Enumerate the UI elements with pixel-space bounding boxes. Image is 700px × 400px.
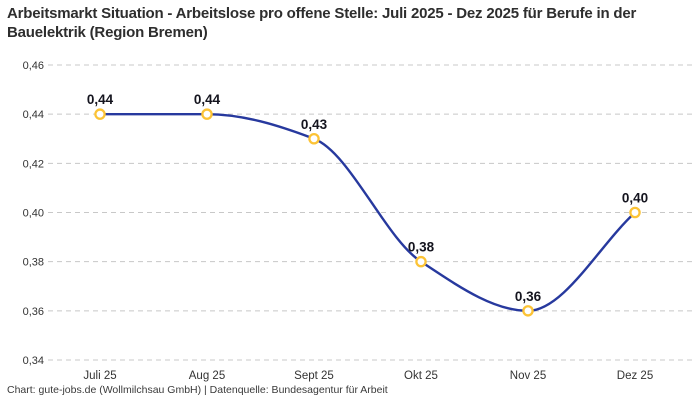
x-axis-tick-label: Nov 25: [510, 370, 546, 382]
x-axis-tick-label: Juli 25: [83, 370, 116, 382]
x-axis-tick-label: Dez 25: [617, 370, 653, 382]
data-point-marker[interactable]: [415, 255, 427, 268]
data-point-value-label: 0,44: [194, 92, 221, 107]
y-axis-tick-label: 0,34: [23, 355, 44, 367]
chart-credit-footer: Chart: gute-jobs.de (Wollmilchsau GmbH) …: [7, 384, 388, 396]
data-point-value-label: 0,36: [515, 289, 542, 304]
y-axis-tick-label: 0,38: [23, 257, 44, 269]
y-axis-tick-label: 0,46: [23, 60, 44, 72]
x-axis-tick-label: Sept 25: [294, 370, 334, 382]
x-axis-tick-label: Aug 25: [189, 370, 225, 382]
data-point-marker[interactable]: [94, 108, 106, 120]
data-point-value-label: 0,40: [622, 191, 648, 206]
data-point-marker[interactable]: [308, 132, 320, 145]
chart-title: Arbeitsmarkt Situation - Arbeitslose pro…: [7, 5, 637, 41]
y-axis-tick-label: 0,36: [23, 306, 44, 318]
data-point-marker[interactable]: [629, 206, 641, 219]
y-axis-tick-label: 0,42: [23, 158, 44, 170]
data-point-value-label: 0,38: [408, 240, 435, 255]
y-axis-tick-label: 0,44: [23, 109, 44, 121]
data-point-value-label: 0,43: [301, 117, 328, 132]
x-axis-tick-label: Okt 25: [404, 370, 438, 382]
data-point-marker[interactable]: [201, 108, 213, 120]
data-point-value-label: 0,44: [87, 92, 114, 107]
data-point-marker[interactable]: [522, 305, 534, 317]
y-axis-tick-label: 0,40: [23, 208, 44, 220]
